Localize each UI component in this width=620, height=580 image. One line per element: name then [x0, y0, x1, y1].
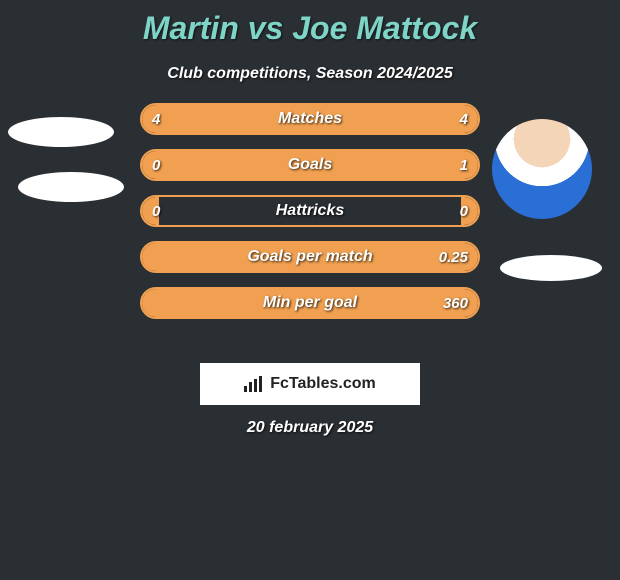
- stat-value-right: 360: [443, 289, 468, 317]
- bar-fill-right: [159, 151, 478, 179]
- brand-badge: FcTables.com: [200, 363, 420, 405]
- subtitle: Club competitions, Season 2024/2025: [0, 65, 620, 83]
- comparison-card: Martin vs Joe Mattock Club competitions,…: [0, 0, 620, 437]
- stat-value-right: 4: [460, 105, 468, 133]
- decorative-ellipse: [18, 172, 124, 202]
- content-area: 44Matches01Goals00Hattricks0.25Goals per…: [0, 103, 620, 353]
- date-text: 20 february 2025: [0, 419, 620, 437]
- stat-label: Hattricks: [142, 197, 478, 225]
- decorative-ellipse: [8, 117, 114, 147]
- stat-value-left: 0: [152, 197, 160, 225]
- bar-fill-left: [142, 105, 310, 133]
- stat-bar: 360Min per goal: [140, 287, 480, 319]
- stat-value-left: 0: [152, 151, 160, 179]
- stat-bar: 0.25Goals per match: [140, 241, 480, 273]
- stat-value-left: 4: [152, 105, 160, 133]
- stat-bar: 44Matches: [140, 103, 480, 135]
- stat-bars: 44Matches01Goals00Hattricks0.25Goals per…: [140, 103, 480, 333]
- stat-bar: 0 0Hattricks: [140, 195, 480, 227]
- avatar: [492, 119, 592, 219]
- stat-bar: 01Goals: [140, 149, 480, 181]
- stat-value-right: 1: [460, 151, 468, 179]
- stat-value-right: 0.25: [439, 243, 468, 271]
- chart-icon: [244, 376, 264, 392]
- stat-value-right: 0: [460, 197, 468, 225]
- brand-text: FcTables.com: [270, 375, 376, 393]
- bar-fill-right: [310, 105, 478, 133]
- bar-fill-right: [142, 289, 478, 317]
- decorative-ellipse: [500, 255, 602, 281]
- page-title: Martin vs Joe Mattock: [0, 0, 620, 47]
- bar-fill-right: [142, 243, 478, 271]
